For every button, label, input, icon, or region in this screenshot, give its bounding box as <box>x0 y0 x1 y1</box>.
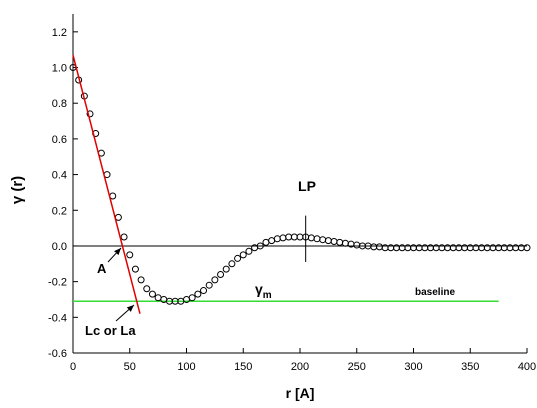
lp-label: LP <box>298 178 316 194</box>
data-point <box>194 290 202 298</box>
y-tick-label: -0.6 <box>48 348 67 360</box>
data-point <box>370 243 378 251</box>
data-point <box>279 234 287 242</box>
gamma-m-label: γm <box>255 281 272 301</box>
data-point <box>268 237 276 245</box>
data-point <box>307 234 315 242</box>
data-point <box>86 110 94 118</box>
x-tick-label: 300 <box>404 361 422 373</box>
data-point <box>256 242 264 250</box>
data-point <box>137 276 145 284</box>
x-tick-label: 150 <box>234 361 252 373</box>
data-point <box>523 244 531 252</box>
data-point <box>234 254 242 262</box>
data-point <box>222 265 230 273</box>
data-point <box>154 294 162 302</box>
baseline-label: baseline <box>415 287 455 298</box>
point-label: A <box>97 261 107 276</box>
y-tick-label: 0.0 <box>52 241 67 253</box>
length-label: Lc or La <box>85 323 136 338</box>
x-tick-label: 400 <box>518 361 536 373</box>
data-point <box>262 238 270 246</box>
x-axis-title: r [A] <box>286 385 315 401</box>
data-point <box>290 233 298 241</box>
data-point <box>245 247 253 255</box>
data-point <box>217 270 225 278</box>
y-tick-label: 1.0 <box>52 63 67 75</box>
x-tick-label: 200 <box>291 361 309 373</box>
data-point <box>319 236 327 244</box>
x-tick-label: 350 <box>461 361 479 373</box>
y-tick-label: -0.2 <box>48 277 67 289</box>
y-tick-label: 1.2 <box>52 27 67 39</box>
data-point <box>228 260 236 268</box>
arrow <box>107 247 122 263</box>
data-point <box>353 241 361 249</box>
data-point <box>313 235 321 243</box>
tangent-line <box>72 54 141 314</box>
data-point <box>148 290 156 298</box>
data-point <box>341 239 349 247</box>
data-point <box>375 243 383 251</box>
data-point <box>296 233 304 241</box>
data-point <box>239 251 247 259</box>
data-point <box>126 251 134 259</box>
y-tick-label: 0.4 <box>52 170 67 182</box>
gamma-symbol: γ <box>255 281 263 297</box>
y-tick-label: 0.8 <box>52 98 67 110</box>
x-tick-label: 50 <box>124 361 136 373</box>
data-point <box>336 238 344 246</box>
x-tick-label: 0 <box>70 361 76 373</box>
data-point <box>120 233 128 241</box>
arrow <box>115 304 135 322</box>
data-point <box>188 294 196 302</box>
y-tick-label: -0.4 <box>48 312 67 324</box>
data-point <box>211 276 219 284</box>
data-point <box>273 235 281 243</box>
data-point <box>324 237 332 245</box>
data-point <box>143 285 151 293</box>
data-point <box>285 233 293 241</box>
y-axis-title: γ (r) <box>9 176 26 204</box>
gamma-subscript: m <box>263 290 272 301</box>
y-tick-label: 0.6 <box>52 134 67 146</box>
y-tick-label: 0.2 <box>52 205 67 217</box>
x-tick-label: 250 <box>348 361 366 373</box>
data-point <box>205 281 213 289</box>
data-point <box>131 265 139 273</box>
x-tick-label: 100 <box>177 361 195 373</box>
data-point <box>200 287 208 295</box>
data-point <box>330 237 338 245</box>
